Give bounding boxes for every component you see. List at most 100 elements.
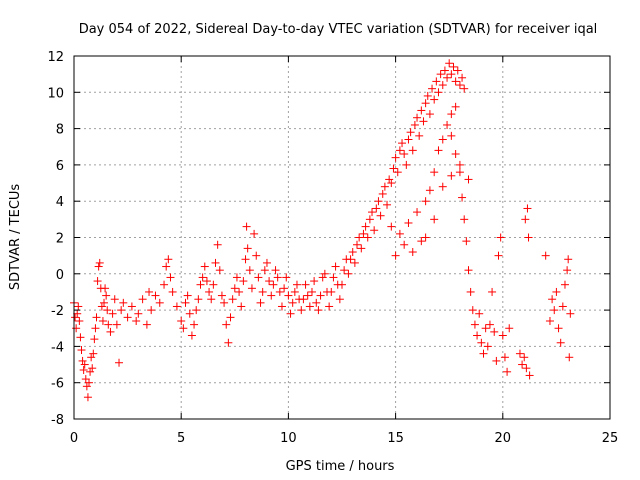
data-point	[525, 371, 534, 380]
data-point	[89, 349, 98, 358]
data-point	[215, 266, 224, 275]
data-point	[320, 269, 329, 278]
data-point	[408, 146, 417, 155]
data-point	[479, 349, 488, 358]
data-point	[425, 110, 434, 119]
x-tick-label: 25	[602, 431, 619, 446]
data-point	[564, 255, 573, 264]
data-point	[325, 302, 334, 311]
data-point	[220, 298, 229, 307]
data-point	[361, 222, 370, 231]
data-point	[464, 266, 473, 275]
data-point	[275, 287, 284, 296]
data-point	[423, 91, 432, 100]
data-point	[357, 244, 366, 253]
data-point	[451, 102, 460, 111]
data-point	[318, 273, 327, 282]
data-point	[443, 73, 452, 82]
data-point	[134, 309, 143, 318]
data-point	[541, 251, 550, 260]
data-point	[108, 309, 117, 318]
data-point	[209, 280, 218, 289]
data-point	[194, 295, 203, 304]
data-point	[447, 110, 456, 119]
data-point	[523, 204, 532, 213]
data-point	[92, 313, 101, 322]
data-point	[142, 320, 151, 329]
data-point	[151, 291, 160, 300]
y-tick-label: -8	[51, 413, 64, 428]
data-point	[267, 291, 276, 300]
data-point	[490, 327, 499, 336]
data-point	[434, 88, 443, 97]
data-point	[80, 360, 89, 369]
data-point	[196, 280, 205, 289]
data-point	[155, 298, 164, 307]
data-point	[79, 365, 88, 374]
y-tick-label: 0	[56, 268, 64, 283]
data-point	[372, 204, 381, 213]
data-point	[86, 367, 95, 376]
data-point	[434, 146, 443, 155]
y-tick-label: 2	[56, 232, 64, 247]
data-point	[91, 324, 100, 333]
data-point	[172, 302, 181, 311]
data-point	[400, 240, 409, 249]
data-point	[76, 333, 85, 342]
data-point	[483, 342, 492, 351]
data-point	[503, 367, 512, 376]
data-point	[273, 273, 282, 282]
data-point	[440, 66, 449, 75]
data-point	[252, 251, 261, 260]
x-tick-labels: 0 5 10 15 20 25	[70, 431, 618, 446]
data-point	[90, 335, 99, 344]
data-point	[402, 160, 411, 169]
data-point	[312, 298, 321, 307]
data-point	[250, 229, 259, 238]
data-point	[301, 280, 310, 289]
data-point	[365, 215, 374, 224]
data-point	[417, 237, 426, 246]
data-point	[348, 248, 357, 257]
data-point	[406, 128, 415, 137]
y-tick-label: 6	[56, 159, 64, 174]
x-tick-label: 15	[387, 431, 404, 446]
data-point	[393, 168, 402, 177]
data-point	[77, 346, 86, 355]
data-point	[185, 309, 194, 318]
data-point	[477, 338, 486, 347]
data-point	[101, 284, 110, 293]
data-point	[230, 284, 239, 293]
data-point	[97, 302, 106, 311]
data-point	[419, 117, 428, 126]
data-point	[147, 306, 156, 315]
data-point	[187, 331, 196, 340]
data-point	[93, 277, 102, 286]
data-point	[75, 316, 84, 325]
data-point	[256, 298, 265, 307]
data-point	[430, 215, 439, 224]
data-points	[70, 59, 575, 402]
data-point	[94, 262, 103, 271]
data-point	[224, 338, 233, 347]
data-point	[447, 171, 456, 180]
data-point	[138, 295, 147, 304]
data-point	[413, 208, 422, 217]
data-point	[222, 320, 231, 329]
data-point	[166, 273, 175, 282]
data-point	[81, 375, 90, 384]
data-point	[247, 284, 256, 293]
data-point	[260, 266, 269, 275]
data-point	[242, 222, 251, 231]
data-point	[290, 287, 299, 296]
data-point	[282, 273, 291, 282]
data-point	[85, 378, 94, 387]
y-axis-title: SDTVAR / TECUs	[8, 184, 23, 291]
data-point	[498, 331, 507, 340]
data-point	[395, 229, 404, 238]
data-point	[524, 233, 533, 242]
data-point	[398, 139, 407, 148]
data-point	[421, 99, 430, 108]
data-point	[104, 320, 113, 329]
